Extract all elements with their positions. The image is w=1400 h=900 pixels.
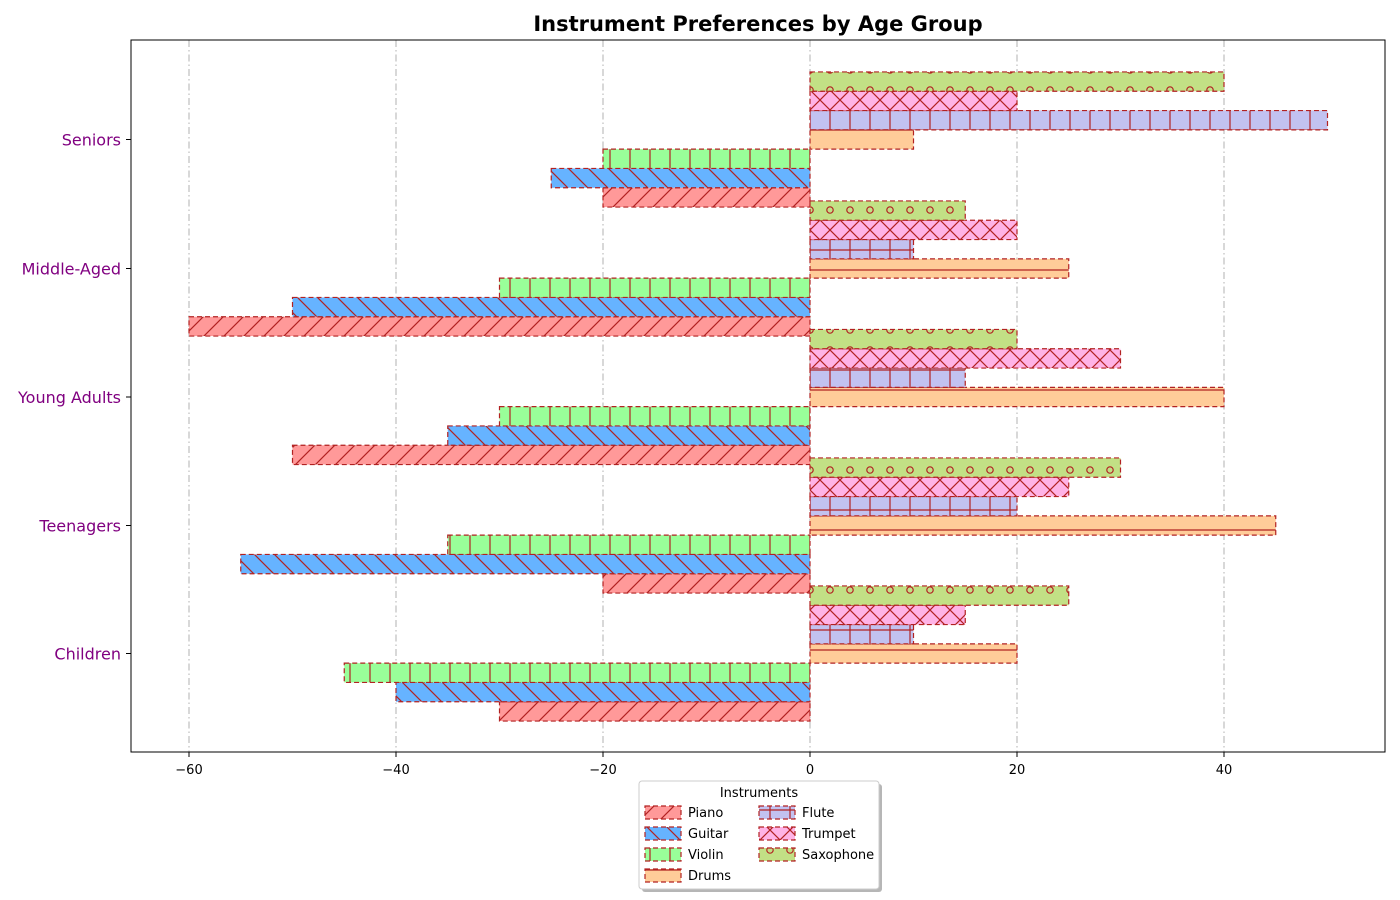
chart-title: Instrument Preferences by Age Group	[533, 12, 982, 36]
legend-label-violin: Violin	[688, 848, 724, 863]
y-tick-label: Seniors	[62, 131, 121, 150]
x-axis-ticks: −60 −40 −20 0 20 40	[175, 752, 1232, 778]
bar-violin-middle-aged	[498, 277, 811, 299]
bar-piano-teenagers	[602, 573, 811, 594]
y-tick-label: Teenagers	[38, 517, 121, 536]
y-axis-ticks: Children Teenagers Young Adults Middle-Aged…	[17, 131, 131, 664]
bar-saxophone-middle-aged	[809, 200, 966, 221]
bar-piano-seniors	[602, 187, 811, 208]
legend-label-flute: Flute	[802, 806, 834, 821]
bar-violin-teenagers	[447, 534, 811, 556]
bar-drums-middle-aged	[809, 258, 1070, 279]
bar-saxophone-seniors	[809, 71, 1225, 92]
legend-label-drums: Drums	[688, 869, 731, 884]
plot-frame	[130, 39, 1386, 753]
bar-guitar-children	[395, 681, 811, 703]
bar-guitar-young-adults	[447, 425, 811, 446]
legend-swatch-piano	[644, 805, 682, 820]
bar-flute-middle-aged	[809, 238, 915, 260]
legend-swatch-drums	[644, 868, 682, 883]
bar-trumpet-teenagers	[809, 476, 1070, 498]
legend-swatch-trumpet	[758, 826, 796, 841]
bar-drums-young-adults	[809, 386, 1225, 408]
bar-violin-children	[343, 662, 811, 684]
legend-swatch-saxophone	[758, 847, 796, 862]
legend-label-piano: Piano	[688, 806, 723, 821]
legend-swatch-flute	[758, 805, 796, 820]
x-tick-label: 0	[806, 763, 814, 778]
bars	[188, 71, 1329, 722]
legend-swatch-guitar	[644, 826, 682, 841]
bar-flute-young-adults	[809, 367, 966, 388]
y-tick-label: Children	[54, 645, 121, 664]
bar-drums-seniors	[809, 129, 915, 150]
bar-piano-young-adults	[291, 444, 811, 466]
bar-piano-middle-aged	[188, 316, 811, 337]
bar-piano-children	[498, 701, 811, 722]
legend-title: Instruments	[720, 786, 799, 801]
bar-flute-teenagers	[809, 495, 1018, 517]
bar-flute-seniors	[809, 109, 1329, 131]
bar-violin-young-adults	[498, 406, 811, 427]
bar-flute-children	[809, 623, 915, 645]
bar-saxophone-children	[809, 585, 1070, 606]
bar-trumpet-young-adults	[809, 348, 1122, 369]
legend-label-guitar: Guitar	[688, 827, 729, 842]
bar-guitar-middle-aged	[291, 296, 811, 318]
x-tick-label: 20	[1009, 763, 1026, 778]
legend-label-trumpet: Trumpet	[801, 827, 856, 842]
legend-swatch-violin	[644, 847, 682, 862]
bar-violin-seniors	[602, 148, 811, 170]
bar-drums-teenagers	[809, 515, 1277, 536]
bar-guitar-seniors	[550, 167, 811, 189]
bar-trumpet-seniors	[809, 90, 1018, 112]
x-tick-label: −40	[382, 763, 409, 778]
bar-saxophone-teenagers	[809, 457, 1122, 478]
bar-drums-children	[809, 643, 1018, 664]
x-tick-label: −20	[589, 763, 616, 778]
bar-trumpet-children	[809, 604, 966, 626]
x-tick-label: −60	[175, 763, 202, 778]
x-tick-label: 40	[1216, 763, 1233, 778]
y-tick-label: Young Adults	[17, 388, 121, 407]
y-tick-label: Middle-Aged	[22, 260, 121, 279]
bar-saxophone-young-adults	[809, 328, 1018, 350]
legend-label-saxophone: Saxophone	[802, 848, 874, 863]
bar-guitar-teenagers	[240, 553, 811, 575]
bar-trumpet-middle-aged	[809, 219, 1018, 241]
legend[interactable]: Instruments Piano Guitar Violin Drums Flute T…	[638, 780, 882, 892]
